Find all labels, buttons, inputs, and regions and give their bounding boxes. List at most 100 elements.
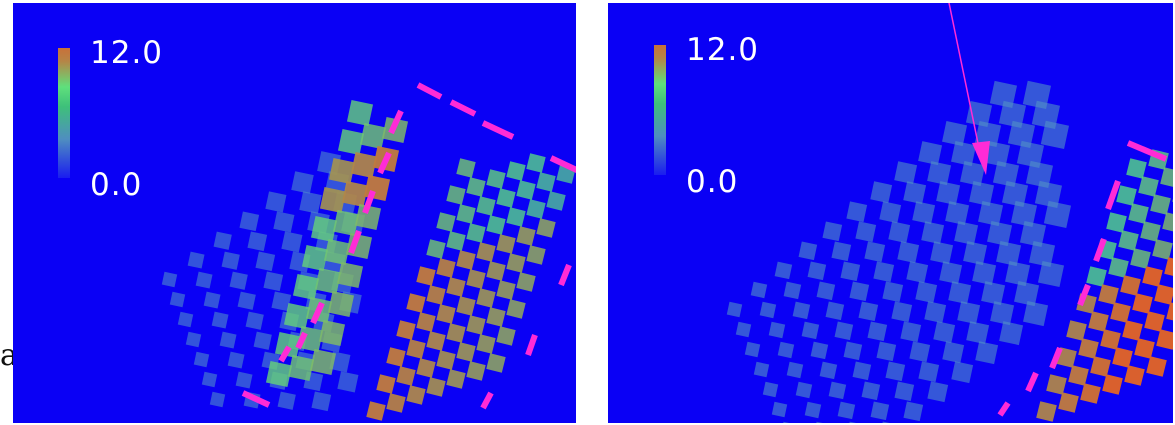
tile (239, 211, 260, 232)
tile (974, 120, 1002, 148)
tile (1007, 120, 1036, 149)
tile (840, 261, 861, 282)
tile (426, 239, 446, 259)
tile (1019, 220, 1047, 248)
tile (486, 261, 506, 281)
tile (327, 290, 355, 318)
tile (436, 350, 456, 370)
tile (867, 321, 888, 342)
tile (466, 361, 486, 381)
tile (1164, 257, 1173, 278)
tile (768, 321, 786, 339)
tile (506, 161, 526, 181)
tile (990, 301, 1015, 326)
tile (861, 381, 881, 401)
dash-segment (278, 345, 292, 363)
tile (406, 293, 426, 313)
tile (536, 218, 556, 238)
tile (506, 253, 526, 273)
tile (795, 381, 813, 399)
tile (245, 311, 264, 330)
tile (416, 266, 436, 286)
tile (354, 203, 382, 231)
tile (1014, 281, 1040, 307)
dash-segment (1049, 346, 1063, 370)
dash-segment (449, 99, 477, 117)
tile (771, 401, 788, 418)
tile (274, 331, 302, 359)
tile (1010, 200, 1038, 228)
dash-segment (481, 120, 515, 140)
tile (1162, 212, 1173, 233)
tile (1001, 180, 1029, 208)
tile (426, 331, 446, 351)
tile (291, 171, 314, 194)
dash-segment (525, 334, 538, 356)
tile (227, 351, 245, 369)
tile (891, 301, 913, 323)
tile (376, 374, 396, 394)
tile (406, 385, 426, 405)
tile (496, 280, 516, 300)
tile (816, 281, 836, 301)
tile (516, 226, 536, 246)
tile (283, 302, 311, 330)
tile (526, 199, 546, 219)
tile (299, 191, 322, 214)
tile (1112, 347, 1133, 368)
tile (1098, 284, 1119, 305)
tile (396, 366, 416, 386)
dash-segment (416, 82, 443, 100)
tile (945, 201, 970, 226)
tile (930, 241, 954, 265)
tile (466, 269, 486, 289)
tile (912, 201, 936, 225)
tile (918, 361, 940, 383)
tile (825, 301, 845, 321)
colorbar-min-label-right: 0.0 (686, 164, 739, 200)
tile (1134, 338, 1155, 359)
tile (476, 242, 496, 262)
tile (1066, 320, 1087, 341)
tile (1154, 284, 1173, 305)
tile (255, 251, 276, 272)
tile (201, 371, 218, 388)
tile (328, 157, 356, 185)
tile (786, 361, 804, 379)
dash-segment (558, 263, 572, 287)
tile (318, 319, 346, 347)
tile (882, 281, 904, 303)
tile (436, 304, 456, 324)
tile (822, 221, 843, 242)
tile (810, 341, 829, 360)
tile (193, 351, 210, 368)
tile (1036, 401, 1057, 422)
tile (169, 291, 186, 308)
tile (476, 334, 496, 354)
tile (476, 196, 496, 216)
tile (759, 301, 777, 319)
tile (957, 301, 981, 325)
tile (271, 291, 292, 312)
tile (1100, 329, 1121, 350)
tile (960, 161, 986, 187)
tile (762, 381, 779, 398)
tile (1090, 356, 1111, 377)
tile (486, 215, 506, 235)
tile (1046, 374, 1067, 395)
tile (1166, 302, 1173, 323)
tile (446, 185, 466, 205)
dash-segment (377, 151, 392, 175)
tile (989, 80, 1018, 109)
tile (466, 315, 486, 335)
tile (336, 261, 364, 289)
panel-left-heatmap: 12.0 0.0 (13, 3, 576, 423)
panel-right-heatmap: 12.0 0.0 (608, 3, 1173, 423)
dash-segment (549, 155, 576, 174)
dash-segment (1025, 371, 1039, 393)
tile (359, 122, 387, 150)
tile (287, 354, 315, 382)
tile (1108, 257, 1129, 278)
tile (536, 172, 556, 192)
tile (1102, 374, 1123, 395)
